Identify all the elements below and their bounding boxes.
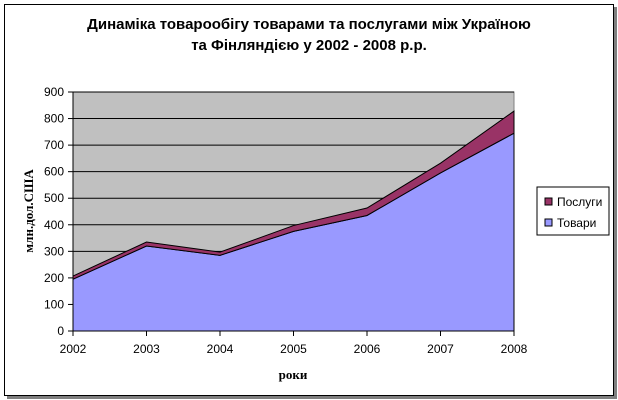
x-axis-title: роки [279,367,308,382]
x-tick-labels: 2002 2003 2004 2005 2006 2007 2008 [60,331,528,356]
area-series-services [72,110,515,280]
chart-title-line-1: Динаміка товарообігу товарами та послуга… [87,16,531,33]
x-tick-label-2003: 2003 [133,342,160,356]
x-tick-label-2004: 2004 [207,342,234,356]
y-tick-label-300: 300 [44,244,64,258]
legend: Послуги Товари [536,186,610,236]
x-tick-label-2008: 2008 [501,342,528,356]
legend-swatch-services [544,197,553,206]
y-tick-label-600: 600 [44,165,64,179]
x-tick-label-2002: 2002 [60,342,87,356]
y-tick-labels: 0 100 200 300 400 500 600 700 800 900 [44,85,73,338]
x-tick-label-2007: 2007 [427,342,454,356]
y-tick-label-500: 500 [44,191,64,205]
legend-swatch-goods [544,218,553,227]
y-tick-label-0: 0 [57,324,64,338]
y-tick-label-400: 400 [44,218,64,232]
legend-label-goods: Товари [557,216,596,230]
legend-box [536,186,610,236]
chart-title: Динаміка товарообігу товарами та послуга… [0,14,618,56]
y-tick-label-800: 800 [44,112,64,126]
chart-title-line-2: та Фінляндією у 2002 - 2008 р.р. [191,37,427,54]
x-tick-label-2006: 2006 [354,342,381,356]
legend-label-services: Послуги [557,195,602,209]
y-tick-label-100: 100 [44,297,64,311]
y-tick-label-200: 200 [44,271,64,285]
y-axis-title: млн.дол.США [21,169,36,253]
x-tick-label-2005: 2005 [280,342,307,356]
y-tick-label-900: 900 [44,85,64,99]
y-tick-label-700: 700 [44,138,64,152]
